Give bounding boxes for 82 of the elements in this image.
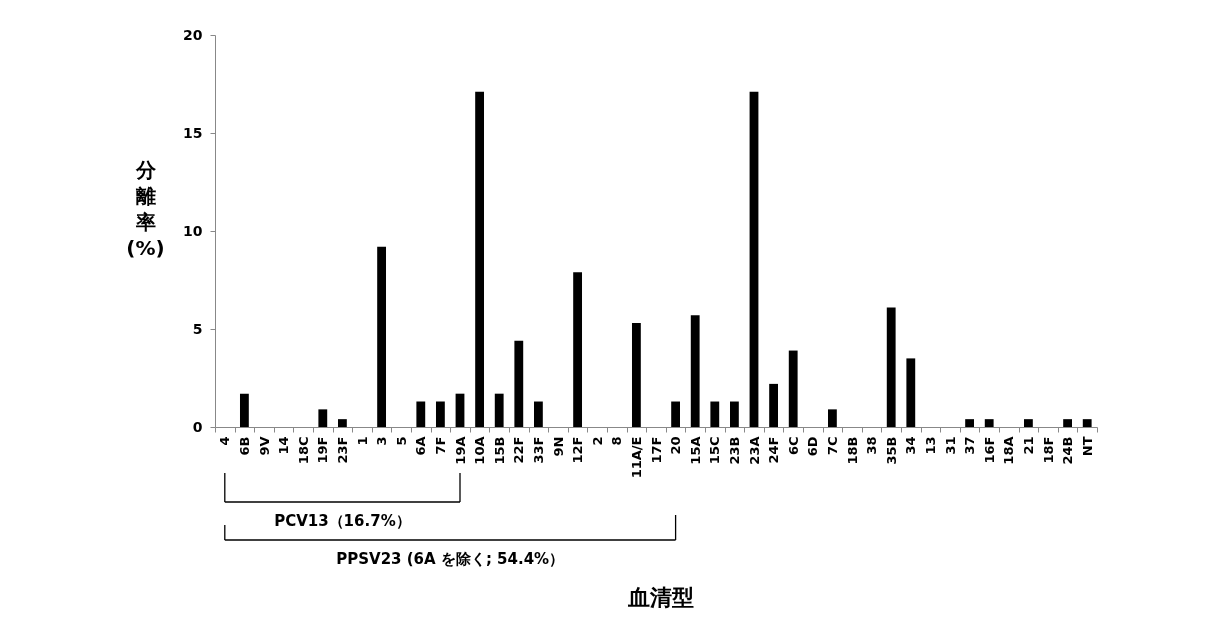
bar (435, 401, 445, 427)
bar (573, 272, 583, 427)
x-tick-label: 23F (334, 436, 350, 464)
x-tick-label: 6D (805, 436, 821, 457)
text: PPSV23 (6A を除く; 54.4%） (336, 550, 565, 568)
x-tick-label: 7F (432, 436, 448, 455)
y-tick-label: 10 (183, 222, 203, 239)
x-tick-label: 15B (491, 436, 507, 465)
y-tick-label: 15 (183, 124, 203, 141)
x-tick-label: 18C (295, 436, 311, 465)
x-tick-label: 7C (824, 436, 840, 456)
x-tick-label: 16F (981, 436, 997, 464)
bar (337, 419, 347, 427)
bar (416, 401, 426, 427)
bar (239, 393, 249, 427)
x-tick-label: 22F (511, 436, 527, 464)
bar (1023, 419, 1033, 427)
bar (710, 401, 720, 427)
x-tick-label: 11A/E (628, 436, 644, 479)
x-tick-label: 19F (315, 436, 331, 464)
x-tick-label: NT (1079, 436, 1095, 457)
x-tick-label: 23A (746, 436, 762, 465)
x-tick-label: 8 (609, 436, 625, 446)
bar (514, 340, 524, 427)
x-tick-label: 34 (903, 436, 919, 455)
bar (965, 419, 975, 427)
x-tick-label: 6A (413, 436, 429, 456)
x-tick-label: 14 (276, 436, 292, 455)
bar (494, 393, 504, 427)
bar (475, 91, 485, 427)
x-tick-label: 5 (393, 436, 409, 446)
y-axis-title: 分離率(%) (126, 157, 165, 260)
x-tick-label: 24B (1060, 436, 1076, 465)
x-tick-label: 6B (236, 436, 252, 456)
x-tick-label: 37 (962, 436, 978, 455)
y-tick-label: 0 (192, 418, 203, 435)
x-tick-label: 1 (354, 436, 370, 446)
x-tick-label: 35B (883, 436, 899, 465)
bar (827, 409, 837, 427)
x-tick-label: 23B (726, 436, 742, 465)
bar (886, 307, 896, 427)
x-tick-label: 13 (922, 436, 938, 455)
x-tick-label: 38 (864, 436, 880, 455)
x-tick-label: 15A (687, 436, 703, 465)
bar (906, 358, 916, 427)
bar (377, 246, 387, 427)
x-tick-label: 3 (374, 436, 390, 446)
x-tick-label: 33F (530, 436, 546, 464)
bar (671, 401, 681, 427)
x-tick-label: 9N (550, 436, 566, 457)
x-tick-label: 15C (707, 436, 723, 465)
x-tick-label: 10A (472, 436, 488, 465)
x-tick-label: 2 (589, 436, 605, 446)
bar (769, 383, 779, 427)
bar (729, 401, 739, 427)
bar (1082, 419, 1092, 427)
x-tick-label: 20 (668, 436, 684, 455)
bar (318, 409, 328, 427)
x-tick-label: 18B (844, 436, 860, 465)
bar (455, 393, 465, 427)
bar (533, 401, 543, 427)
bar (1063, 419, 1073, 427)
x-tick-label: 4 (217, 436, 233, 446)
y-tick-label: 5 (192, 320, 203, 337)
bar (984, 419, 994, 427)
x-tick-label: 18A (1001, 436, 1017, 465)
x-tick-label: 21 (1020, 436, 1036, 455)
bar (631, 323, 641, 427)
y-tick-label: 20 (183, 26, 203, 43)
text: PCV13（16.7%） (274, 512, 411, 530)
x-tick-label: 12F (570, 436, 586, 464)
x-axis-title: 血清型 (626, 584, 694, 610)
bar (749, 91, 759, 427)
bar (788, 350, 798, 427)
x-tick-label: 19A (452, 436, 468, 465)
x-tick-label: 31 (942, 436, 958, 455)
x-tick-label: 9V (256, 436, 272, 456)
x-tick-label: 24F (766, 436, 782, 464)
bar (690, 315, 700, 427)
x-tick-label: 17F (648, 436, 664, 464)
x-tick-label: 18F (1040, 436, 1056, 464)
x-tick-label: 6C (785, 436, 801, 456)
